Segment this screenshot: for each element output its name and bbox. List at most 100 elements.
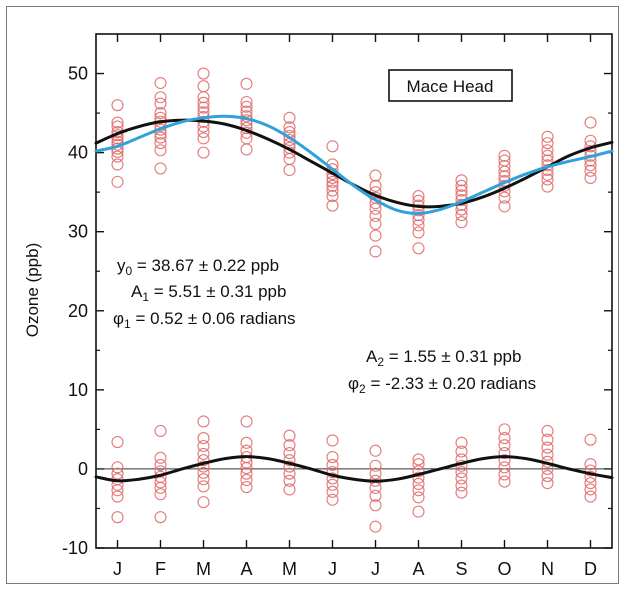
observation-point-lower [455, 445, 468, 458]
fit-curve-blue-upper [94, 114, 614, 216]
observation-point-lower [412, 484, 425, 497]
observation-point-lower [283, 460, 296, 473]
observation-point-upper [326, 179, 339, 192]
x-tick-label: J [113, 559, 122, 579]
observation-point-lower [111, 490, 124, 503]
observation-point-upper [584, 116, 597, 129]
observation-point-upper [154, 76, 167, 90]
observation-point-lower [154, 424, 167, 438]
observation-point-lower [111, 461, 124, 474]
annotation-y0: y0 = 38.67 ± 0.22 ppb [117, 256, 279, 278]
observation-point-lower [412, 505, 425, 518]
observation-point-upper [412, 190, 425, 203]
observation-point-lower [326, 478, 339, 491]
observation-point-lower [283, 454, 296, 467]
observation-point-lower [326, 485, 339, 498]
observation-point-lower [412, 453, 425, 466]
x-tick-label: D [584, 559, 597, 579]
observation-point-lower [412, 471, 425, 484]
y-tick-label: -10 [62, 538, 88, 558]
x-tick-label: M [196, 559, 211, 579]
observation-point-lower [498, 461, 511, 474]
observation-point-lower [197, 480, 210, 493]
y-tick-label: 30 [68, 222, 88, 242]
observation-point-lower [326, 466, 339, 479]
y-axis-label: Ozone (ppb) [23, 243, 42, 338]
observation-point-upper [455, 174, 468, 187]
observation-point-lower [197, 415, 210, 428]
observation-point-lower [283, 483, 296, 496]
observation-point-upper [369, 245, 382, 258]
observation-point-lower [197, 432, 210, 445]
observation-point-lower [111, 511, 124, 524]
observation-point-upper [154, 107, 167, 120]
observation-point-lower [412, 458, 425, 471]
observation-point-lower [455, 472, 468, 485]
observation-point-lower [154, 488, 167, 501]
observation-point-upper [541, 180, 554, 193]
figure-frame [6, 6, 619, 584]
observation-point-upper [584, 159, 597, 172]
observation-point-lower [197, 439, 210, 453]
observation-point-upper [412, 242, 425, 255]
observation-point-lower [283, 429, 296, 442]
observation-point-lower [326, 451, 339, 464]
observation-point-upper [240, 77, 253, 90]
fit-curves [94, 114, 614, 483]
observation-point-upper [111, 116, 124, 129]
observation-point-upper [240, 105, 253, 118]
observation-point-upper [541, 137, 554, 150]
observation-point-upper [197, 96, 210, 109]
observation-point-lower [154, 451, 167, 464]
observation-point-lower [326, 472, 339, 485]
observation-point-lower [369, 459, 382, 472]
observation-point-lower [541, 433, 554, 446]
x-tick-label: A [412, 559, 424, 579]
y-tick-label: 50 [68, 64, 88, 84]
observation-point-lower [498, 439, 511, 452]
observation-point-upper [369, 229, 382, 242]
observation-point-upper [498, 200, 511, 213]
legend-box: Mace Head [388, 69, 513, 102]
observation-point-upper [154, 91, 167, 104]
observation-point-upper [498, 154, 511, 167]
observation-point-lower [498, 423, 511, 436]
observation-point-upper [111, 120, 124, 133]
observation-point-lower [283, 439, 296, 452]
observation-point-upper [326, 184, 339, 197]
observation-point-lower [283, 447, 296, 460]
observation-point-upper [197, 132, 210, 145]
observation-point-lower [412, 477, 425, 490]
observation-point-upper [412, 226, 425, 239]
observation-point-lower [369, 520, 382, 533]
observation-point-upper [541, 149, 554, 162]
observation-point-lower [283, 474, 296, 487]
observation-point-lower [197, 473, 210, 486]
observation-point-upper [240, 95, 253, 109]
observation-point-lower [498, 468, 511, 481]
observation-point-lower [541, 441, 554, 454]
observation-point-upper [154, 97, 167, 110]
observation-point-lower [412, 465, 425, 478]
observation-point-upper [584, 164, 597, 177]
observation-point-lower [498, 454, 511, 467]
observation-point-lower [584, 458, 597, 471]
observation-point-upper [111, 150, 124, 163]
observation-point-upper [412, 219, 425, 232]
observation-point-upper [412, 204, 425, 217]
observation-point-upper [111, 175, 124, 188]
observation-point-upper [283, 121, 296, 134]
observation-point-lower [369, 444, 382, 457]
observation-point-lower [498, 432, 511, 445]
annotation-a1: A1 = 5.51 ± 0.31 ppb [131, 282, 286, 304]
observation-point-lower [197, 496, 210, 509]
y-tick-labels: -10 0 10 20 30 40 50 [62, 64, 88, 558]
observation-point-upper [584, 154, 597, 167]
observation-point-upper [283, 163, 296, 177]
observation-point-lower [541, 469, 554, 483]
observation-point-lower [154, 511, 167, 524]
observation-point-upper [498, 191, 511, 204]
observation-point-upper [240, 132, 253, 145]
observation-point-lower [240, 436, 253, 449]
